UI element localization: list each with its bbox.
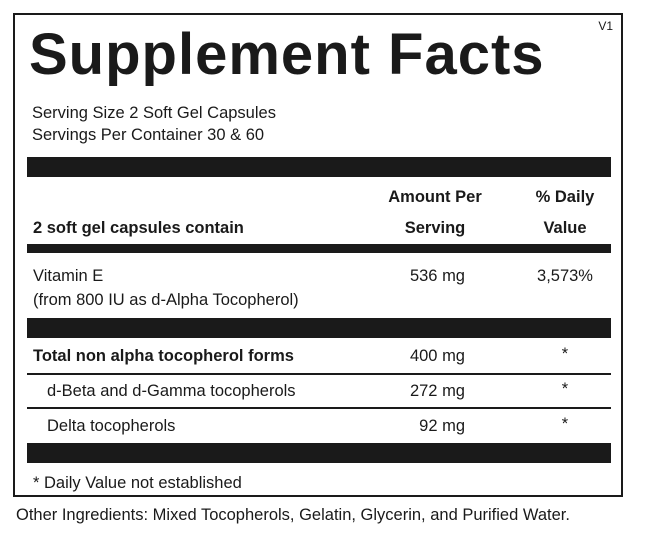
servings-per-container: Servings Per Container 30 & 60 (32, 126, 265, 144)
tocopherol-row-name: Delta tocopherols (47, 417, 176, 435)
thick-divider (27, 157, 611, 177)
supplement-facts-panel: V1 Supplement Facts Serving Size 2 Soft … (13, 13, 623, 497)
tocopherol-row-dv: * (561, 345, 569, 363)
row-divider (27, 407, 611, 409)
thick-divider (27, 318, 611, 338)
dv-header-line2: Value (543, 219, 587, 237)
vitamin-e-amount: 536 mg (409, 267, 465, 285)
tocopherol-row-name: Total non alpha tocopherol forms (33, 347, 294, 365)
amount-header-line1: Amount Per (388, 188, 482, 206)
vitamin-e-dv: 3,573% (537, 267, 593, 285)
tocopherol-row-amount: 272 mg (409, 382, 465, 400)
header-divider (27, 244, 611, 253)
footnote: * Daily Value not established (33, 474, 242, 492)
tocopherol-row-dv: * (561, 415, 569, 433)
tocopherol-row-amount: 92 mg (419, 417, 465, 435)
vitamin-e-source: (from 800 IU as d-Alpha Tocopherol) (33, 291, 299, 309)
other-ingredients: Other Ingredients: Mixed Tocopherols, Ge… (16, 506, 570, 524)
tocopherol-row-name: d-Beta and d-Gamma tocopherols (47, 382, 296, 400)
serving-info: Serving Size 2 Soft Gel Capsules Serving… (32, 102, 276, 146)
contain-label: 2 soft gel capsules contain (33, 219, 244, 237)
serving-size: Serving Size 2 Soft Gel Capsules (32, 104, 276, 122)
vitamin-e-name: Vitamin E (33, 267, 104, 285)
thick-divider (27, 443, 611, 463)
version-label: V1 (598, 19, 613, 33)
tocopherol-row-dv: * (561, 380, 569, 398)
amount-header-line2: Serving (404, 219, 466, 237)
dv-header-line1: % Daily (535, 188, 595, 206)
panel-title: Supplement Facts (29, 22, 545, 87)
row-divider (27, 373, 611, 375)
tocopherol-row-amount: 400 mg (409, 347, 465, 365)
